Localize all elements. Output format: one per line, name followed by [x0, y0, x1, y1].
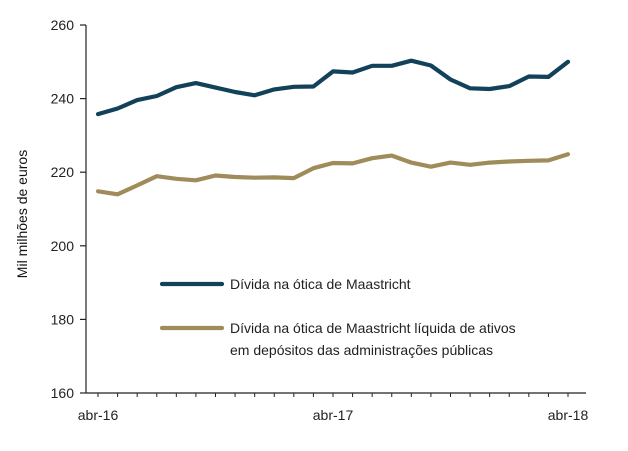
- axes: 160 180 200 220 240 260 abr-16 abr-17 abr-18: [51, 17, 589, 423]
- y-tick-label: 240: [51, 91, 75, 107]
- x-tick-label: abr-17: [313, 407, 354, 423]
- y-tick-label: 220: [51, 164, 75, 180]
- legend-label-2: Dívida na ótica de Maastricht líquida de…: [230, 320, 516, 336]
- y-axis-title: Mil milhões de euros: [14, 150, 30, 278]
- y-tick-label: 180: [51, 311, 75, 327]
- y-tick-label: 160: [51, 385, 75, 401]
- series-line-2: [95, 152, 571, 197]
- x-tick-label: abr-16: [78, 407, 119, 423]
- x-tick-label: abr-18: [548, 407, 589, 423]
- legend: Dívida na ótica de Maastricht Dívida na ó…: [159, 276, 516, 358]
- legend-label-1: Dívida na ótica de Maastricht: [230, 276, 411, 292]
- y-tick-label: 260: [51, 17, 75, 33]
- series-line-1: [95, 58, 571, 117]
- series-layer: [95, 58, 571, 197]
- legend-label-2: em depósitos das administrações públicas: [230, 342, 493, 358]
- y-tick-label: 200: [51, 238, 75, 254]
